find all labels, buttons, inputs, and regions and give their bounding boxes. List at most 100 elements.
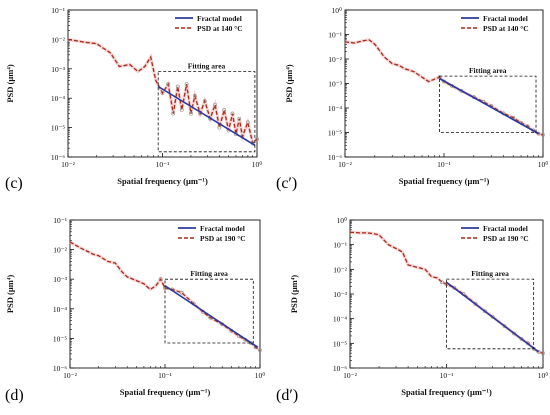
panel-label: (d)	[5, 387, 24, 404]
chart-panel-2: 10⁻² 10⁻¹ 10⁰ 10⁻⁶ 10⁻⁵ 10⁻⁴ 10⁻³ 10⁻² 10⁻¹ 10⁰ Sp…	[276, 6, 548, 192]
psd-data-point	[237, 116, 242, 121]
fractal-model-line	[446, 281, 540, 353]
psd-data-point	[519, 337, 524, 341]
psd-series-line	[67, 38, 258, 145]
legend-label-fractal: Fractal model	[483, 14, 528, 23]
psd-data-point	[160, 91, 165, 95]
legend-label-psd: PSD at 190 °C	[200, 234, 246, 243]
y-tick-label: 10⁻²	[328, 55, 342, 64]
x-tick-label: 10⁻¹	[156, 160, 170, 169]
psd-data-point	[502, 324, 507, 328]
x-axis-label: Spatial frequency (μm⁻¹)	[117, 176, 208, 186]
y-tick-label: 10⁻⁴	[53, 305, 67, 314]
psd-data-point	[213, 102, 217, 107]
y-tick-label: 10⁻¹	[53, 216, 67, 225]
chart-panel-4: 10⁻² 10⁻¹ 10⁰ 10⁻⁶ 10⁻⁵ 10⁻⁴ 10⁻³ 10⁻² 10⁻¹ 10⁰ Sp…	[276, 216, 548, 404]
legend-label-psd: PSD at 190 °C	[483, 234, 529, 243]
panel-label: (c′)	[276, 175, 297, 192]
x-axis-label: Spatial frequency (μm⁻¹)	[401, 387, 492, 397]
fitting-area-label: Fitting area	[471, 269, 509, 278]
y-tick-label: 10⁻²	[51, 35, 65, 44]
y-axis-label: PSD (μm⁴)	[284, 64, 294, 102]
x-tick-label: 10⁻²	[63, 371, 77, 380]
y-tick-label: 10⁻⁵	[51, 124, 65, 133]
y-axis-label: PSD (μm⁴)	[289, 275, 299, 313]
fitting-area-box	[157, 71, 256, 153]
x-axis-label: Spatial frequency (μm⁻¹)	[399, 176, 490, 186]
fitting-area-box	[446, 278, 535, 350]
psd-data-point	[483, 309, 487, 314]
x-tick-label: 10⁻¹	[440, 371, 454, 380]
y-tick-label: 10⁰	[336, 216, 347, 225]
psd-data-point	[192, 93, 197, 98]
x-tick-label: 10⁰	[252, 160, 263, 169]
x-tick-label: 10⁰	[538, 160, 549, 169]
y-tick-label: 10⁻³	[328, 80, 342, 89]
psd-series-halo	[344, 38, 544, 137]
chart-panel-1: 10⁻² 10⁻¹ 10⁰ 10⁻⁶ 10⁻⁵ 10⁻⁴ 10⁻³ 10⁻² 10⁻¹ Spati…	[5, 6, 262, 192]
fitting-area-label: Fitting area	[190, 269, 228, 278]
y-tick-label: 10⁻³	[333, 290, 347, 299]
fractal-model-line	[439, 77, 539, 135]
y-tick-label: 10⁻²	[53, 246, 67, 255]
psd-data-point	[171, 111, 176, 116]
x-tick-label: 10⁰	[538, 371, 549, 380]
x-tick-label: 10⁻²	[343, 371, 357, 380]
fitting-area-label: Fitting area	[469, 66, 507, 75]
x-tick-label: 10⁻²	[61, 160, 75, 169]
panel-label: (c)	[5, 175, 23, 192]
y-tick-label: 10⁻²	[333, 265, 347, 274]
y-tick-label: 10⁻⁵	[328, 129, 342, 138]
legend-label-fractal: Fractal model	[197, 14, 242, 23]
psd-data-point	[230, 111, 235, 116]
psd-data-point	[217, 125, 222, 130]
psd-data-point	[222, 107, 227, 112]
psd-data-point	[189, 111, 193, 116]
x-tick-label: 10⁻¹	[437, 160, 451, 169]
psd-data-point	[536, 349, 541, 354]
y-tick-label: 10⁻³	[51, 65, 65, 74]
y-tick-label: 10⁻¹	[333, 241, 347, 250]
y-tick-label: 10⁻⁶	[328, 153, 342, 162]
psd-data-point	[184, 82, 189, 87]
y-axis-label: PSD (μm⁴)	[5, 64, 15, 102]
x-tick-label: 10⁻²	[338, 160, 352, 169]
psd-data-point	[258, 348, 262, 353]
fitting-area-label: Fitting area	[188, 62, 226, 71]
x-axis-label: Spatial frequency (μm⁻¹)	[120, 387, 211, 397]
fractal-model-line	[164, 285, 259, 348]
psd-data-point	[255, 137, 259, 142]
fitting-area-box	[439, 75, 537, 133]
psd-data-point	[158, 277, 163, 282]
y-tick-label: 10⁻⁵	[333, 339, 347, 348]
psd-data-point	[175, 84, 180, 89]
y-tick-label: 10⁰	[331, 6, 342, 15]
y-tick-label: 10⁻¹	[51, 6, 65, 15]
psd-series-line	[69, 241, 261, 351]
panel-label: (d′)	[276, 387, 298, 404]
x-tick-label: 10⁻¹	[158, 371, 172, 380]
y-tick-label: 10⁻³	[53, 275, 67, 284]
x-tick-label: 10⁰	[255, 371, 266, 380]
y-tick-label: 10⁻⁴	[333, 315, 347, 324]
chart-panel-3: 10⁻² 10⁻¹ 10⁰ 10⁻⁶ 10⁻⁵ 10⁻⁴ 10⁻³ 10⁻² 10⁻¹ Spati…	[5, 216, 265, 404]
y-tick-label: 10⁻¹	[328, 31, 342, 40]
psd-data-point	[245, 120, 250, 125]
legend-label-psd: PSD at 140 °C	[483, 24, 529, 33]
psd-data-point	[541, 351, 545, 356]
y-tick-label: 10⁻⁵	[53, 334, 67, 343]
psd-data-point	[440, 280, 444, 285]
y-tick-label: 10⁻⁶	[53, 364, 67, 373]
y-tick-label: 10⁻⁶	[51, 153, 65, 162]
y-tick-label: 10⁻⁶	[333, 364, 347, 373]
psd-series-line	[344, 39, 544, 136]
y-axis-label: PSD (μm⁴)	[5, 275, 15, 313]
psd-data-point	[166, 82, 171, 87]
legend-label-psd: PSD at 140 °C	[197, 24, 243, 33]
psd-data-point	[541, 132, 545, 137]
psd-data-point	[179, 290, 184, 295]
y-tick-label: 10⁻⁴	[328, 104, 342, 113]
legend-label-fractal: Fractal model	[200, 224, 245, 233]
psd-data-point	[179, 107, 184, 112]
